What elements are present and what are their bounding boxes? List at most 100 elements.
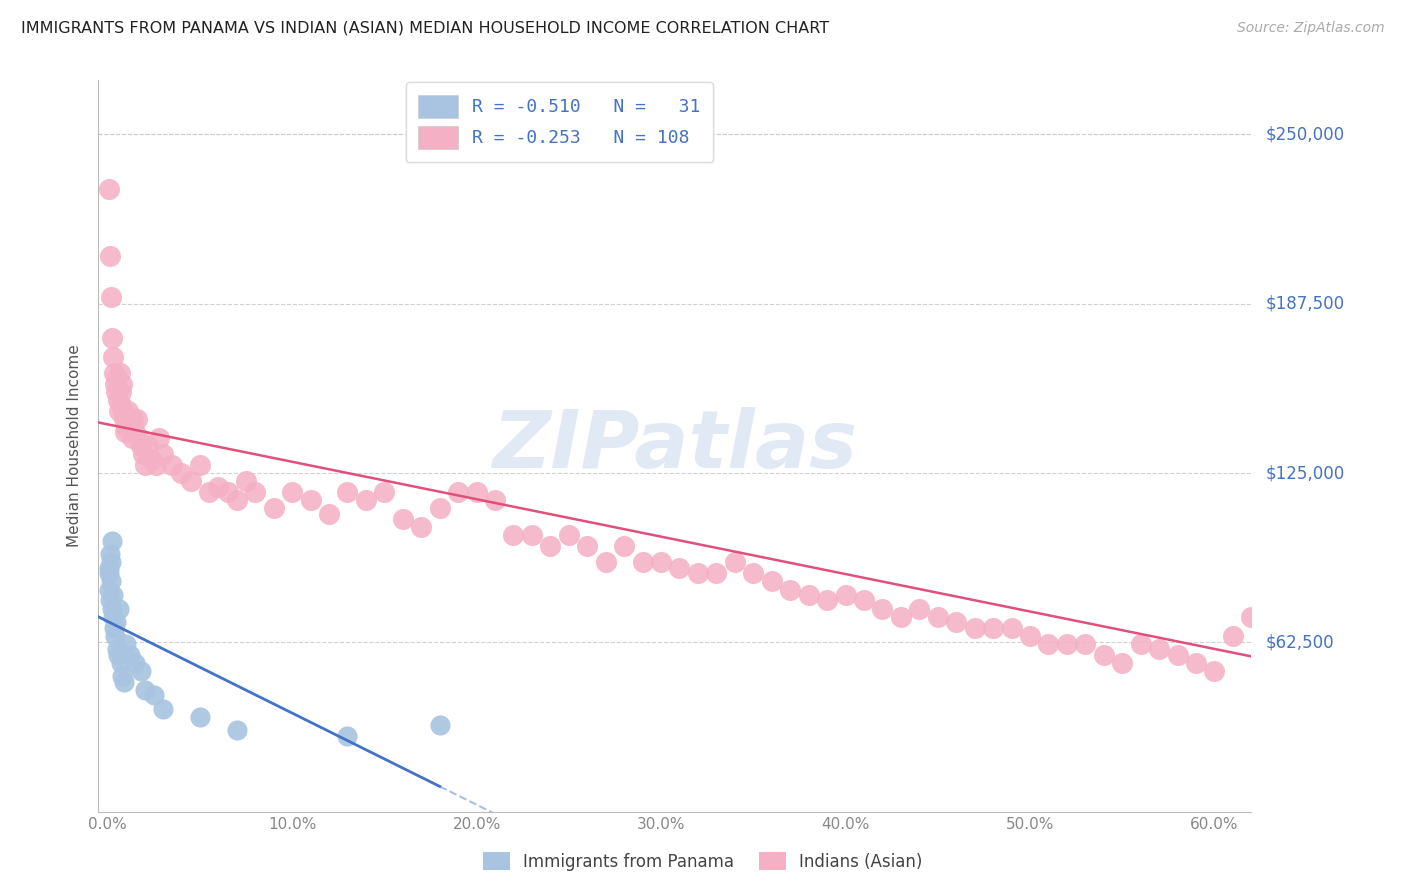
Point bbox=[502, 528, 524, 542]
Point bbox=[107, 648, 129, 662]
Point bbox=[160, 458, 183, 472]
Point bbox=[98, 547, 121, 561]
Text: IMMIGRANTS FROM PANAMA VS INDIAN (ASIAN) MEDIAN HOUSEHOLD INCOME CORRELATION CHA: IMMIGRANTS FROM PANAMA VS INDIAN (ASIAN)… bbox=[21, 21, 830, 36]
Point bbox=[104, 629, 127, 643]
Point bbox=[742, 566, 765, 581]
Point bbox=[121, 431, 143, 445]
Point bbox=[225, 723, 247, 738]
Point bbox=[98, 582, 121, 597]
Point bbox=[207, 480, 229, 494]
Point bbox=[122, 412, 145, 426]
Point bbox=[110, 384, 132, 399]
Point bbox=[1333, 601, 1355, 615]
Point bbox=[336, 485, 359, 500]
Point bbox=[107, 392, 129, 407]
Point bbox=[686, 566, 709, 581]
Point bbox=[1111, 656, 1133, 670]
Point bbox=[101, 601, 124, 615]
Text: $250,000: $250,000 bbox=[1265, 126, 1344, 144]
Point bbox=[118, 420, 141, 434]
Point bbox=[1038, 637, 1060, 651]
Point bbox=[107, 601, 129, 615]
Point bbox=[945, 615, 967, 629]
Point bbox=[429, 718, 451, 732]
Point bbox=[1000, 620, 1022, 634]
Point bbox=[134, 682, 156, 697]
Point bbox=[668, 561, 690, 575]
Point bbox=[111, 376, 134, 391]
Point bbox=[235, 474, 257, 488]
Point bbox=[188, 710, 211, 724]
Point bbox=[815, 593, 838, 607]
Point bbox=[198, 485, 221, 500]
Point bbox=[1092, 648, 1115, 662]
Point bbox=[105, 642, 128, 657]
Text: ZIPatlas: ZIPatlas bbox=[492, 407, 858, 485]
Point bbox=[145, 458, 167, 472]
Point bbox=[115, 420, 138, 434]
Point bbox=[117, 404, 139, 418]
Point bbox=[100, 556, 122, 570]
Point bbox=[112, 404, 135, 418]
Point bbox=[115, 637, 138, 651]
Point bbox=[129, 664, 152, 678]
Point bbox=[484, 493, 506, 508]
Point bbox=[981, 620, 1004, 634]
Point bbox=[114, 425, 136, 440]
Point bbox=[101, 331, 124, 345]
Point bbox=[100, 533, 122, 548]
Point bbox=[112, 412, 135, 426]
Point bbox=[872, 601, 894, 615]
Point bbox=[124, 425, 146, 440]
Y-axis label: Median Household Income: Median Household Income bbox=[67, 344, 83, 548]
Point bbox=[834, 588, 856, 602]
Point bbox=[927, 609, 949, 624]
Point bbox=[429, 501, 451, 516]
Point bbox=[1167, 648, 1189, 662]
Point bbox=[110, 656, 132, 670]
Point bbox=[613, 539, 636, 553]
Point bbox=[373, 485, 395, 500]
Point bbox=[142, 688, 165, 702]
Point bbox=[225, 493, 247, 508]
Point bbox=[100, 593, 122, 607]
Point bbox=[1351, 609, 1374, 624]
Point bbox=[1240, 609, 1263, 624]
Point bbox=[97, 561, 120, 575]
Point bbox=[107, 404, 129, 418]
Point bbox=[761, 574, 783, 589]
Point bbox=[131, 447, 153, 461]
Point bbox=[595, 556, 617, 570]
Text: Source: ZipAtlas.com: Source: ZipAtlas.com bbox=[1237, 21, 1385, 35]
Point bbox=[127, 412, 149, 426]
Point bbox=[101, 609, 124, 624]
Point bbox=[631, 556, 654, 570]
Text: $125,000: $125,000 bbox=[1265, 464, 1344, 482]
Point bbox=[104, 384, 127, 399]
Point bbox=[148, 431, 170, 445]
Point bbox=[118, 648, 141, 662]
Point bbox=[1258, 593, 1281, 607]
Point bbox=[724, 556, 747, 570]
Point bbox=[136, 439, 159, 453]
Point bbox=[354, 493, 377, 508]
Point bbox=[890, 609, 912, 624]
Point bbox=[245, 485, 267, 500]
Point bbox=[134, 458, 156, 472]
Point bbox=[411, 520, 433, 534]
Point bbox=[101, 588, 124, 602]
Point bbox=[1369, 620, 1392, 634]
Point bbox=[1204, 664, 1226, 678]
Point bbox=[963, 620, 986, 634]
Point bbox=[558, 528, 581, 542]
Point bbox=[1147, 642, 1170, 657]
Point bbox=[188, 458, 211, 472]
Point bbox=[1295, 582, 1317, 597]
Point bbox=[104, 376, 127, 391]
Point bbox=[1019, 629, 1042, 643]
Text: $187,500: $187,500 bbox=[1265, 294, 1344, 313]
Point bbox=[105, 371, 128, 385]
Point bbox=[299, 493, 322, 508]
Point bbox=[98, 181, 121, 195]
Point bbox=[1277, 601, 1299, 615]
